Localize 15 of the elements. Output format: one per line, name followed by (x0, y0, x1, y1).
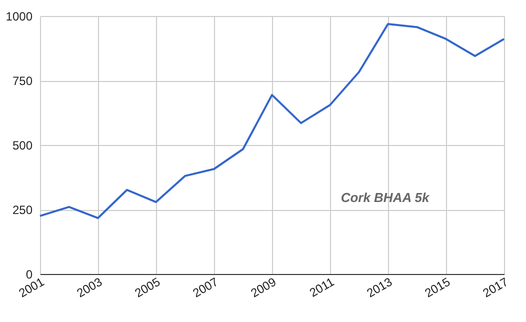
x-tick-label: 2011 (307, 274, 337, 300)
y-tick-label: 1000 (6, 10, 33, 24)
y-tick-label: 0 (26, 268, 33, 282)
x-tick-label: 2003 (74, 274, 105, 300)
x-tick-label: 2009 (248, 274, 279, 300)
x-tick-label: 2013 (364, 274, 395, 300)
line-series (39, 23, 505, 220)
y-tick-label: 500 (12, 138, 33, 152)
x-tick-label: 2007 (190, 274, 221, 300)
x-tick-label: 2005 (132, 274, 163, 300)
x-tick-label: 2017 (480, 274, 511, 300)
x-tick-label: 2015 (422, 274, 453, 300)
y-tick-label: 250 (12, 203, 33, 217)
annotation: Cork BHAA 5k (340, 190, 430, 205)
y-tick-label: 750 (12, 74, 33, 88)
